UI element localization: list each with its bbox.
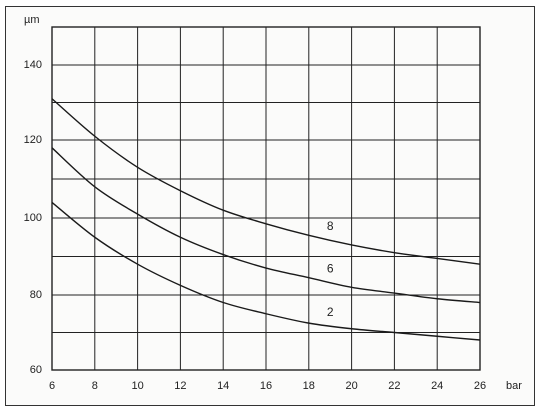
series-label-6: 6 [327,261,334,275]
series-lines [51,98,481,341]
chart-frame [5,6,535,406]
x-tick-label: 18 [303,380,315,392]
x-axis-label: bar [506,380,522,392]
x-tick-label: 12 [174,380,186,392]
y-tick-label: 100 [24,212,42,224]
x-axis-ticks: 6 8 10 12 14 16 18 20 22 24 26 [49,380,486,392]
x-tick-label: 16 [260,380,272,392]
series-label-8: 8 [327,219,334,233]
x-tick-label: 20 [345,380,357,392]
y-tick-label: 60 [30,364,42,376]
x-tick-label: 6 [49,380,55,392]
y-tick-label: 140 [24,59,42,71]
y-axis-label: µm [24,14,40,26]
grid [51,26,481,371]
y-axis-ticks: 60 80 100 120 140 [24,59,42,376]
series-line-2 [51,201,481,341]
y-tick-label: 120 [24,134,42,146]
x-tick-label: 10 [131,380,143,392]
series-label-2: 2 [327,305,334,319]
x-tick-label: 26 [474,380,486,392]
series-labels: 8 6 2 [327,219,334,319]
series-line-6 [51,147,481,304]
y-tick-label: 80 [30,289,42,301]
x-tick-label: 8 [92,380,98,392]
series-line-8 [51,98,481,265]
x-tick-label: 24 [431,380,443,392]
x-tick-label: 22 [388,380,400,392]
x-tick-label: 14 [217,380,229,392]
